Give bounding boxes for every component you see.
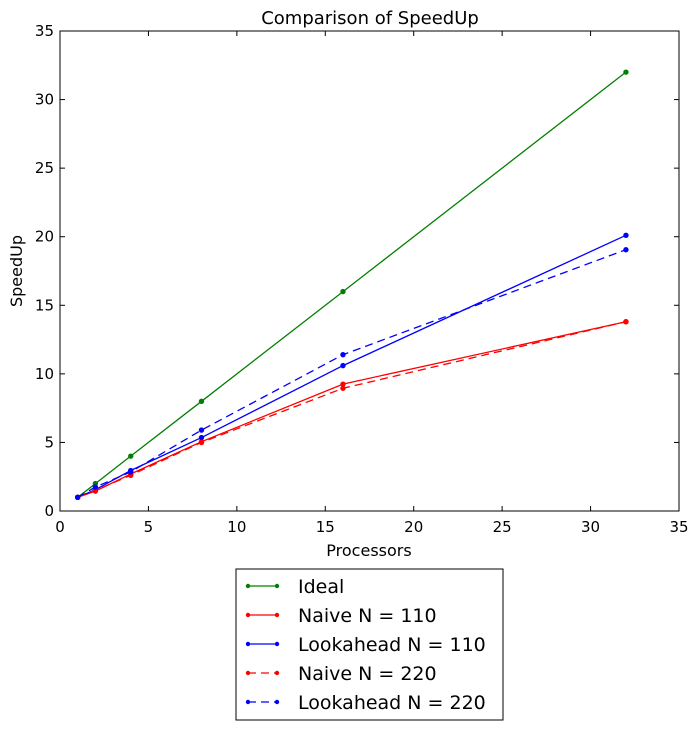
x-tick-label: 20 (404, 518, 423, 536)
series-line-naive-n-220 (77, 321, 627, 498)
data-point-ideal (340, 288, 346, 295)
y-tick-label: 10 (35, 365, 54, 383)
data-point-lookahead-n-110 (340, 362, 346, 369)
legend-label-lookahead-n-110: Lookahead N = 110 (298, 634, 486, 656)
data-point-naive-n-220 (198, 439, 205, 446)
legend-marker-naive-n-220 (245, 670, 251, 676)
plot-area (74, 69, 629, 500)
data-point-naive-n-220 (340, 385, 346, 391)
y-axis: 0 5 10 15 20 25 30 35 (35, 22, 679, 520)
data-point-lookahead-n-220 (340, 351, 346, 358)
series-line-lookahead-n-220 (77, 249, 627, 498)
y-axis-label: SpeedUp (7, 235, 26, 307)
data-point-ideal (128, 453, 134, 459)
data-point-lookahead-n-220 (74, 494, 81, 500)
legend-marker-ideal (245, 583, 251, 589)
x-tick-label: 25 (493, 518, 512, 536)
y-tick-label: 35 (35, 22, 54, 40)
legend-box (235, 568, 504, 721)
legend-marker-lookahead-n-220 (245, 699, 251, 705)
x-tick-label: 15 (316, 518, 335, 536)
x-tick-label: 30 (581, 518, 600, 536)
x-tick-label: 0 (55, 518, 65, 536)
x-axis-label: Processors (326, 541, 411, 560)
data-point-lookahead-n-220 (198, 427, 205, 433)
x-tick-label: 5 (144, 518, 154, 536)
legend-marker-lookahead-n-220 (274, 699, 280, 705)
data-point-lookahead-n-220 (92, 484, 99, 490)
chart-title: Comparison of SpeedUp (261, 8, 479, 29)
y-tick-label: 15 (35, 296, 54, 314)
legend: Ideal Naive N = 110 Lookahead N = 110 Naive… (235, 568, 504, 721)
plot-frame (59, 30, 680, 512)
legend-label-naive-n-220: Naive N = 220 (298, 663, 437, 685)
legend-marker-naive-n-110 (245, 612, 251, 618)
y-tick-label: 30 (35, 91, 54, 109)
series-line-naive-n-110 (77, 321, 627, 498)
data-point-ideal (623, 69, 629, 75)
y-tick-label: 0 (44, 502, 54, 520)
x-tick-label: 10 (227, 518, 246, 536)
y-tick-label: 25 (35, 159, 54, 177)
series-line-lookahead-n-110 (77, 234, 627, 498)
legend-label-naive-n-110: Naive N = 110 (298, 605, 437, 627)
data-point-lookahead-n-110 (198, 434, 205, 441)
series-line-ideal (77, 71, 627, 498)
data-point-lookahead-n-220 (623, 247, 629, 253)
x-axis: 0 5 10 15 20 25 30 35 (55, 31, 689, 536)
data-point-naive-n-220 (623, 319, 629, 325)
data-point-lookahead-n-110 (623, 232, 629, 239)
data-point-lookahead-n-220 (128, 469, 134, 475)
legend-marker-naive-n-110 (274, 612, 280, 618)
x-tick-label: 35 (669, 518, 688, 536)
legend-marker-naive-n-220 (274, 670, 280, 676)
legend-marker-lookahead-n-110 (245, 641, 251, 647)
legend-marker-lookahead-n-110 (274, 641, 280, 647)
y-tick-label: 5 (44, 433, 54, 451)
legend-label-lookahead-n-220: Lookahead N = 220 (298, 692, 486, 714)
data-point-ideal (198, 398, 205, 404)
legend-label-ideal: Ideal (298, 576, 344, 598)
legend-marker-ideal (274, 583, 280, 589)
y-tick-label: 20 (35, 228, 54, 246)
